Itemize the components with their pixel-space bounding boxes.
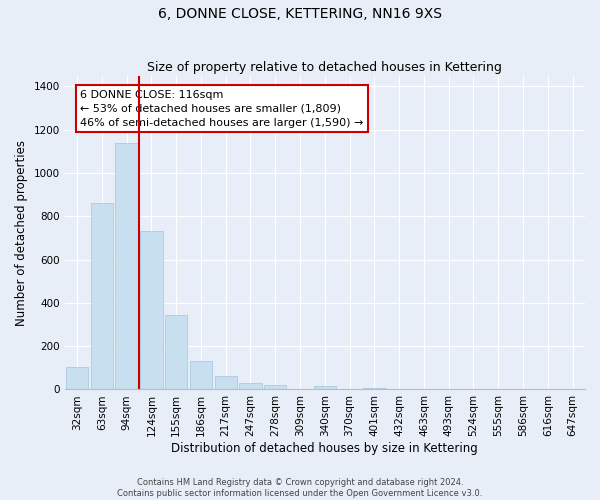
Bar (239, 383, 262, 390)
Y-axis label: Number of detached properties: Number of detached properties (15, 140, 28, 326)
Text: Contains HM Land Registry data © Crown copyright and database right 2024.
Contai: Contains HM Land Registry data © Crown c… (118, 478, 482, 498)
Bar (190, 362, 212, 390)
Bar (66, 366, 88, 390)
Bar (91, 204, 113, 390)
Bar (165, 315, 187, 390)
X-axis label: Distribution of detached houses by size in Kettering: Distribution of detached houses by size … (172, 442, 478, 455)
Bar (314, 386, 336, 390)
Bar (363, 388, 386, 390)
Bar (215, 376, 237, 390)
Bar (115, 143, 138, 390)
Title: Size of property relative to detached houses in Kettering: Size of property relative to detached ho… (148, 62, 502, 74)
Text: 6 DONNE CLOSE: 116sqm
← 53% of detached houses are smaller (1,809)
46% of semi-d: 6 DONNE CLOSE: 116sqm ← 53% of detached … (80, 90, 364, 128)
Bar (140, 232, 163, 390)
Text: 6, DONNE CLOSE, KETTERING, NN16 9XS: 6, DONNE CLOSE, KETTERING, NN16 9XS (158, 8, 442, 22)
Bar (264, 385, 286, 390)
